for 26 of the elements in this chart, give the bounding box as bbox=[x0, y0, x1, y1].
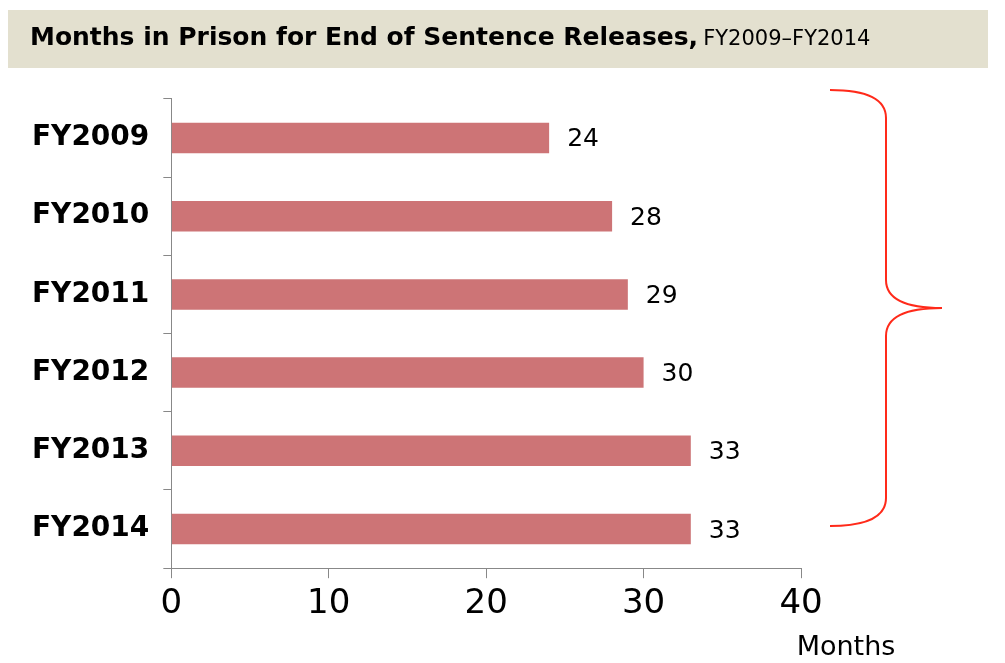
data-label: 33 bbox=[708, 436, 741, 466]
bar bbox=[171, 357, 644, 388]
x-tick-label: 30 bbox=[621, 581, 666, 622]
bar bbox=[171, 122, 550, 154]
y-tick-label: FY2014 bbox=[31, 510, 150, 544]
x-tick-label: 10 bbox=[307, 581, 351, 622]
x-tick-label: 0 bbox=[160, 581, 183, 622]
y-tick-label: FY2011 bbox=[31, 275, 150, 309]
y-tick-label: FY2013 bbox=[31, 432, 150, 466]
x-axis-title: Months bbox=[796, 629, 896, 661]
chart-subtitle: FY2009–FY2014 bbox=[703, 26, 871, 50]
bar bbox=[171, 200, 613, 232]
chart-title: Months in Prison for End of Sentence Releases, bbox=[30, 22, 699, 51]
y-tick-label: FY2012 bbox=[31, 353, 150, 387]
data-label: 30 bbox=[661, 358, 694, 388]
data-label: 24 bbox=[567, 123, 599, 153]
bar bbox=[171, 279, 628, 310]
x-tick-label: 20 bbox=[464, 581, 508, 622]
bar bbox=[171, 513, 691, 545]
data-label: 33 bbox=[708, 514, 741, 544]
y-tick-label: FY2009 bbox=[31, 119, 150, 153]
x-tick-label: 40 bbox=[779, 581, 823, 622]
data-label: 29 bbox=[645, 279, 678, 309]
bar bbox=[171, 435, 691, 467]
data-label: 28 bbox=[630, 201, 662, 231]
y-tick-label: FY2010 bbox=[31, 197, 150, 231]
